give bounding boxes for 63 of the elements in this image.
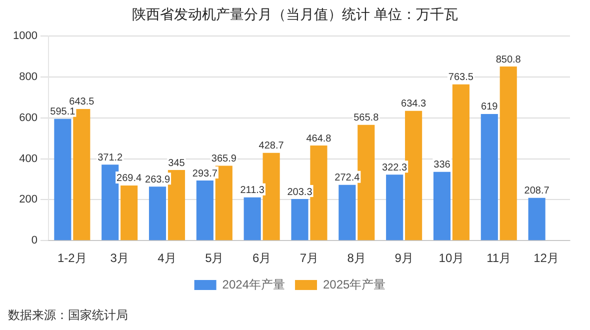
x-tick-label: 8月 (347, 251, 366, 266)
bar (500, 66, 517, 240)
data-label: 211.3 (240, 185, 265, 196)
data-label: 365.9 (211, 153, 237, 164)
y-tick-label: 600 (19, 112, 38, 124)
x-tick-label: 11月 (486, 251, 512, 266)
bar (338, 184, 356, 240)
bar (310, 146, 328, 240)
legend-label: 2024年产量 (222, 277, 286, 292)
y-tick-label: 0 (31, 234, 38, 247)
y-tick-label: 200 (19, 194, 38, 206)
data-label: 263.9 (145, 174, 170, 186)
x-tick-label: 9月 (394, 251, 414, 266)
data-label: 643.5 (69, 96, 95, 108)
x-tick-label: 10月 (438, 251, 464, 266)
data-label: 336 (434, 160, 451, 171)
bar (148, 186, 166, 240)
bar (54, 118, 72, 240)
data-label: 634.3 (401, 98, 426, 110)
data-label: 269.4 (116, 173, 142, 184)
data-label: 345 (168, 158, 186, 169)
y-tick-label: 400 (19, 152, 38, 165)
data-label: 322.3 (382, 162, 408, 174)
data-label: 203.3 (287, 186, 313, 198)
source-note: 数据来源：国家统计局 (8, 307, 128, 324)
data-label: 850.8 (496, 54, 522, 66)
x-tick-label: 1-2月 (58, 251, 87, 266)
bar (102, 164, 119, 240)
bar (528, 198, 546, 240)
bar (262, 152, 280, 240)
data-label: 565.8 (354, 112, 380, 124)
bar (433, 172, 451, 240)
bar (215, 166, 232, 240)
data-label: 763.5 (448, 72, 474, 84)
x-tick-label: 4月 (158, 251, 176, 266)
bar (386, 174, 404, 240)
data-label: 595.1 (50, 106, 76, 118)
data-label: 428.7 (258, 140, 284, 152)
x-tick-label: 6月 (252, 251, 272, 266)
x-tick-label: 7月 (300, 251, 319, 266)
x-tick-label: 12月 (534, 251, 559, 266)
bar (196, 180, 214, 240)
bar (358, 124, 375, 240)
data-label: 293.7 (192, 168, 218, 180)
bar (405, 110, 422, 240)
data-label: 208.7 (524, 186, 550, 197)
data-label: 272.4 (334, 172, 360, 184)
bar (452, 84, 470, 240)
data-label: 619 (481, 102, 498, 113)
bar (168, 170, 186, 240)
bar (480, 114, 498, 240)
y-tick-label: 800 (19, 70, 38, 83)
bar (73, 108, 90, 240)
data-label: 464.8 (306, 133, 332, 144)
bar (120, 185, 138, 240)
bar (291, 199, 308, 240)
x-tick-label: 5月 (205, 251, 224, 266)
y-tick-label: 1000 (12, 30, 38, 42)
data-label: 371.2 (98, 152, 124, 164)
x-tick-label: 3月 (110, 251, 129, 266)
legend-label: 2025年产量 (323, 277, 386, 292)
bar (244, 197, 261, 240)
chart-title: 陕西省发动机产量分月（当月值）统计 单位：万千瓦 (130, 6, 460, 24)
